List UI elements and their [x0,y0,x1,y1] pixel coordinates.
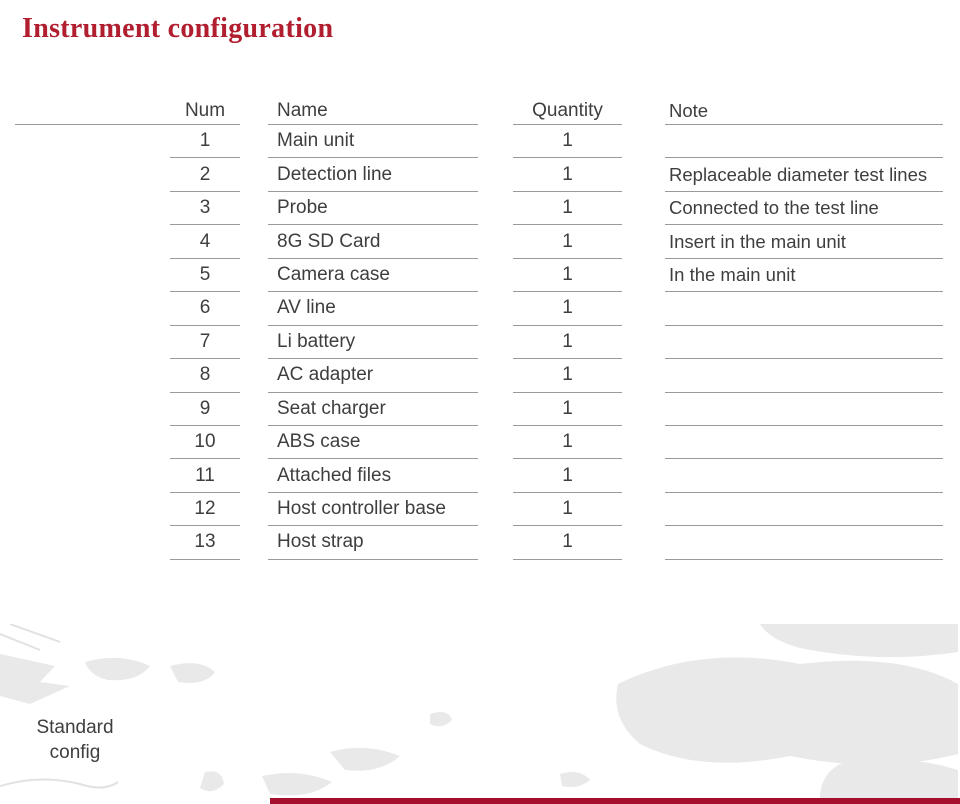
table-row: 9 Seat charger 1 [15,393,943,426]
cell-group-spacer [15,192,170,225]
cell-name: Camera case [268,259,478,293]
table-row: 12 Host controller base 1 [15,493,943,527]
cell-group-spacer [15,125,170,158]
header-quantity: Quantity [513,97,622,125]
cell-note [665,526,943,560]
table-row: 2 Detection line 1 Replaceable diameter … [15,158,943,192]
cell-num: 10 [170,426,240,460]
cell-num: 7 [170,326,240,360]
page-title: Instrument configuration [22,13,334,44]
cell-quantity: 1 [513,526,622,560]
table-row: 7 Li battery 1 [15,326,943,360]
cell-num: 3 [170,192,240,226]
cell-num: 6 [170,292,240,326]
world-map-background [0,624,958,804]
cell-note [665,292,943,326]
cell-num: 8 [170,359,240,393]
cell-note [665,493,943,527]
cell-note: Insert in the main unit [665,225,943,259]
header-note: Note [665,97,943,125]
cell-name: Attached files [268,459,478,493]
cell-group-spacer [15,459,170,492]
cell-group-spacer [15,526,170,559]
cell-quantity: 1 [513,393,622,426]
header-name: Name [268,97,478,125]
cell-name: ABS case [268,426,478,460]
cell-num: 2 [170,158,240,192]
table-row: 1 Main unit 1 [15,125,943,159]
cell-quantity: 1 [513,125,622,159]
header-num-cell: Num [15,97,240,125]
cell-name: Seat charger [268,393,478,426]
cell-name: Li battery [268,326,478,360]
cell-name: 8G SD Card [268,225,478,259]
cell-num: 12 [170,493,240,527]
cell-note [665,326,943,360]
cell-name: Host strap [268,526,478,560]
cell-name: AV line [268,292,478,326]
cell-num: 11 [170,459,240,493]
cell-quantity: 1 [513,493,622,527]
cell-quantity: 1 [513,259,622,293]
cell-name: Main unit [268,125,478,159]
cell-num: 5 [170,259,240,293]
cell-num: 4 [170,225,240,259]
header-num: Num [184,99,226,121]
cell-name: Probe [268,192,478,226]
cell-quantity: 1 [513,326,622,360]
table-row: 13 Host strap 1 [15,526,943,560]
cell-quantity: 1 [513,192,622,226]
cell-note: Connected to the test line [665,192,943,226]
table-row: 6 AV line 1 [15,292,943,326]
cell-num: 13 [170,526,240,560]
cell-quantity: 1 [513,359,622,393]
cell-name: AC adapter [268,359,478,393]
table-header-row: Num Name Quantity Note [15,97,943,125]
cell-quantity: 1 [513,292,622,326]
cell-group-spacer [15,225,170,258]
cell-num: 9 [170,393,240,426]
cell-group-spacer [15,158,170,191]
cell-quantity: 1 [513,426,622,460]
cell-note [665,426,943,460]
cell-note: In the main unit [665,259,943,293]
cell-note [665,393,943,426]
cell-note: Replaceable diameter test lines [665,158,943,192]
cell-group-spacer [15,426,170,459]
table-row: 8 AC adapter 1 [15,359,943,393]
table-row: 5 Camera case 1 In the main unit [15,259,943,293]
cell-group-spacer [15,359,170,392]
cell-group-spacer [15,393,170,426]
footer-accent-bar [270,798,960,804]
cell-group-spacer [15,493,170,526]
cell-group-spacer [15,292,170,325]
cell-quantity: 1 [513,158,622,192]
cell-group-spacer [15,259,170,292]
cell-quantity: 1 [513,225,622,259]
standard-config-label: Standard config [36,716,114,763]
table-row: 3 Probe 1 Connected to the test line [15,192,943,226]
cell-group-spacer [15,326,170,359]
table-row: 10 ABS case 1 [15,426,943,460]
cell-name: Detection line [268,158,478,192]
cell-note [665,459,943,493]
cell-name: Host controller base [268,493,478,527]
cell-num: 1 [170,125,240,159]
cell-note [665,125,943,159]
table-row: 4 8G SD Card 1 Insert in the main unit [15,225,943,259]
table-body: 1 Main unit 1 2 Detection line 1 Replace… [15,125,943,560]
cell-note [665,359,943,393]
config-table: Num Name Quantity Note 1 Main unit 1 2 D… [15,97,943,560]
cell-quantity: 1 [513,459,622,493]
table-row: 11 Attached files 1 [15,459,943,493]
